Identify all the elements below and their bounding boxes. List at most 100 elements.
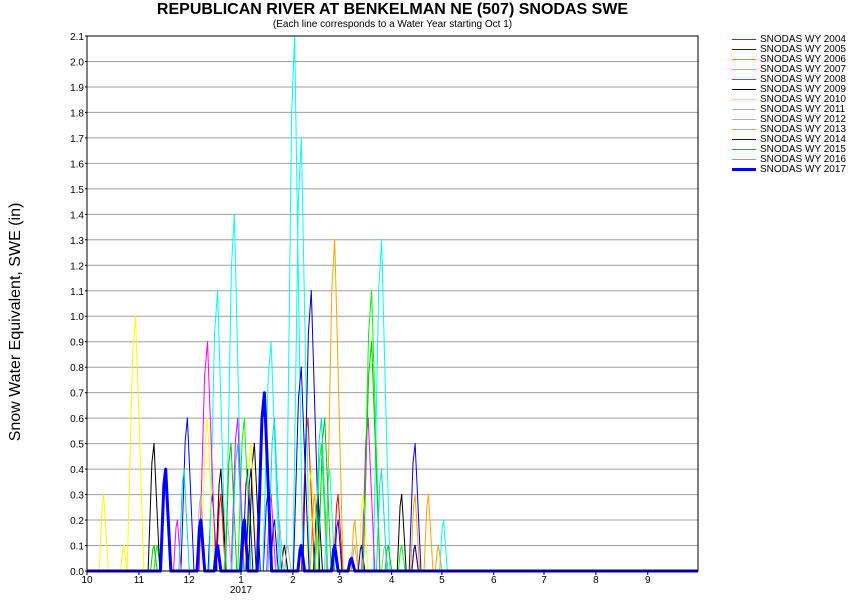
x-tick-label: 8 — [593, 575, 599, 586]
legend-swatch — [732, 99, 756, 100]
data-point — [350, 557, 353, 559]
y-tick-label: 1.8 — [70, 108, 84, 119]
data-point — [217, 290, 219, 292]
data-point — [300, 544, 302, 547]
data-point — [103, 494, 105, 496]
data-point — [360, 544, 363, 547]
legend-label: SNODAS WY 2016 — [760, 154, 846, 165]
x-tick-label: 9 — [645, 575, 651, 586]
data-point — [307, 417, 309, 419]
y-tick-label: 0.2 — [70, 516, 84, 527]
series-layer — [87, 35, 698, 573]
x-tick-label: 1 — [238, 575, 244, 586]
data-point — [263, 392, 265, 394]
data-point — [334, 544, 336, 547]
y-tick-label: 0.4 — [70, 465, 84, 476]
data-point — [300, 137, 302, 139]
x-tick-label: 4 — [389, 575, 395, 586]
series-line-1 — [87, 392, 698, 572]
data-point — [283, 544, 286, 547]
y-tick-label: 1.4 — [70, 210, 84, 221]
y-tick-label: 1.1 — [70, 287, 84, 298]
y-tick-label: 1.2 — [70, 261, 84, 272]
y-tick-label: 1.3 — [70, 236, 84, 247]
legend-swatch — [732, 89, 756, 90]
y-tick-label: 0.7 — [70, 389, 84, 400]
legend-label: SNODAS WY 2010 — [760, 94, 846, 105]
y-tick-label: 0.8 — [70, 363, 84, 374]
y-tick-label: 1.0 — [70, 312, 84, 323]
chart-title: REPUBLICAN RIVER AT BENKELMAN NE (507) S… — [156, 1, 629, 18]
data-point — [243, 519, 245, 521]
legend-swatch — [732, 79, 756, 80]
legend-label: SNODAS WY 2017 — [760, 164, 846, 175]
data-point — [200, 519, 202, 521]
data-point — [287, 544, 289, 547]
data-point — [381, 468, 383, 470]
series-line-4 — [87, 35, 698, 572]
data-point — [270, 341, 272, 343]
legend-label: SNODAS WY 2007 — [760, 64, 846, 75]
y-tick-label: 2.0 — [70, 57, 84, 68]
legend-label: SNODAS WY 2009 — [760, 84, 846, 95]
legend-swatch — [732, 119, 756, 120]
series-line-11 — [87, 290, 698, 572]
data-point — [354, 544, 356, 547]
y-tick-label: 1.7 — [70, 134, 84, 145]
data-point — [443, 519, 445, 521]
data-point — [273, 417, 276, 419]
y-tick-label: 0.5 — [70, 440, 84, 451]
grid-lines — [87, 35, 698, 547]
data-point — [250, 468, 252, 470]
data-point — [320, 417, 322, 419]
data-point — [401, 544, 403, 547]
legend-swatch — [732, 139, 756, 140]
data-point — [186, 417, 188, 419]
data-point — [253, 443, 255, 445]
data-point — [176, 519, 178, 521]
data-point — [310, 468, 312, 470]
data-point — [334, 239, 336, 241]
legend-label: SNODAS WY 2014 — [760, 134, 846, 145]
data-point — [300, 366, 302, 368]
data-point — [123, 544, 125, 547]
data-point — [371, 341, 373, 343]
plot-frame — [86, 35, 699, 572]
legend-swatch — [732, 149, 756, 150]
x-tick-label: 7 — [541, 575, 547, 586]
series-line-5 — [87, 341, 698, 572]
data-point — [153, 443, 155, 445]
data-point — [273, 519, 276, 521]
data-point — [381, 239, 383, 241]
data-point — [183, 468, 185, 470]
data-point — [387, 544, 389, 547]
x-tick-label: 10 — [81, 575, 93, 586]
legend-label: SNODAS WY 2005 — [760, 44, 846, 55]
legend-label: SNODAS WY 2004 — [760, 34, 846, 45]
y-tick-label: 1.9 — [70, 83, 84, 94]
data-point — [200, 494, 202, 496]
data-point — [165, 468, 167, 470]
data-point — [230, 443, 232, 445]
data-point — [337, 519, 339, 521]
data-point — [220, 494, 222, 496]
data-point — [414, 443, 416, 445]
data-point — [220, 468, 222, 470]
y-tick-label: 0.0 — [70, 567, 84, 578]
data-point — [243, 417, 245, 419]
y-tick-label: 0.3 — [70, 491, 84, 502]
legend-label: SNODAS WY 2013 — [760, 124, 846, 135]
data-point — [427, 494, 430, 496]
data-point — [250, 443, 252, 445]
legend-label: SNODAS WY 2015 — [760, 144, 846, 155]
chart-subtitle: (Each line corresponds to a Water Year s… — [272, 19, 513, 30]
legend-swatch — [732, 109, 756, 110]
data-point — [153, 544, 155, 547]
data-point — [337, 494, 339, 496]
data-point — [237, 443, 239, 445]
legend-swatch — [732, 59, 756, 60]
y-tick-label: 0.9 — [70, 338, 84, 349]
x-tick-label: 11 — [134, 575, 145, 586]
data-point — [362, 494, 364, 496]
